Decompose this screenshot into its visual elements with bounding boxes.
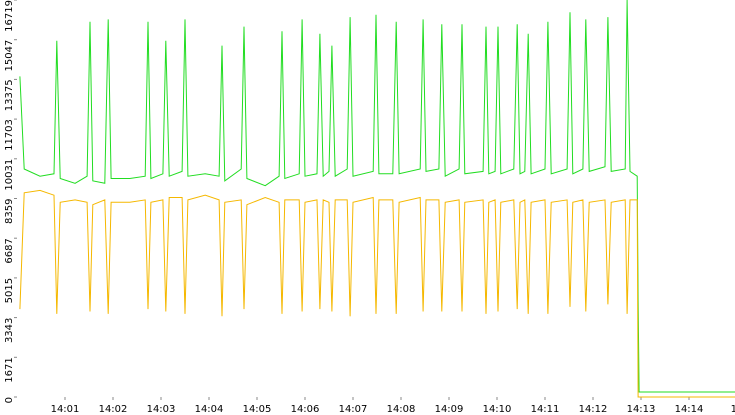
- x-tick-label: 14:07: [339, 404, 368, 415]
- x-tick-label: 14:14: [675, 404, 704, 415]
- y-tick-label: 8359: [4, 199, 15, 224]
- y-tick-label: 10031: [4, 159, 15, 191]
- x-tick-label: 14:09: [435, 404, 464, 415]
- x-tick-label: 14:02: [99, 404, 128, 415]
- y-tick-label: 5015: [4, 278, 15, 303]
- y-tick-label: 16719: [4, 0, 15, 32]
- y-tick-label: 3343: [4, 318, 15, 343]
- x-tick-label: 14:13: [627, 404, 656, 415]
- y-tick-label: 1671: [4, 357, 15, 382]
- series-line: [19, 0, 735, 393]
- series-line: [19, 189, 735, 398]
- x-tick-label: 14:01: [51, 404, 80, 415]
- x-tick-label: 14:10: [483, 404, 512, 415]
- x-tick-label: 14:03: [147, 404, 176, 415]
- x-tick-label: 14:04: [195, 404, 224, 415]
- y-tick-label: 15047: [4, 40, 15, 72]
- x-tick-label: 14:06: [291, 404, 320, 415]
- x-tick-label: 14:12: [579, 404, 608, 415]
- x-tick-label: 14: [731, 404, 735, 415]
- x-tick-label: 14:11: [531, 404, 560, 415]
- y-tick-label: 0: [4, 397, 15, 403]
- y-tick-label: 13375: [4, 79, 15, 111]
- x-tick-label: 14:08: [387, 404, 416, 415]
- y-tick-label: 6687: [4, 238, 15, 263]
- y-tick-label: 11703: [4, 119, 15, 151]
- x-tick-label: 14:05: [243, 404, 272, 415]
